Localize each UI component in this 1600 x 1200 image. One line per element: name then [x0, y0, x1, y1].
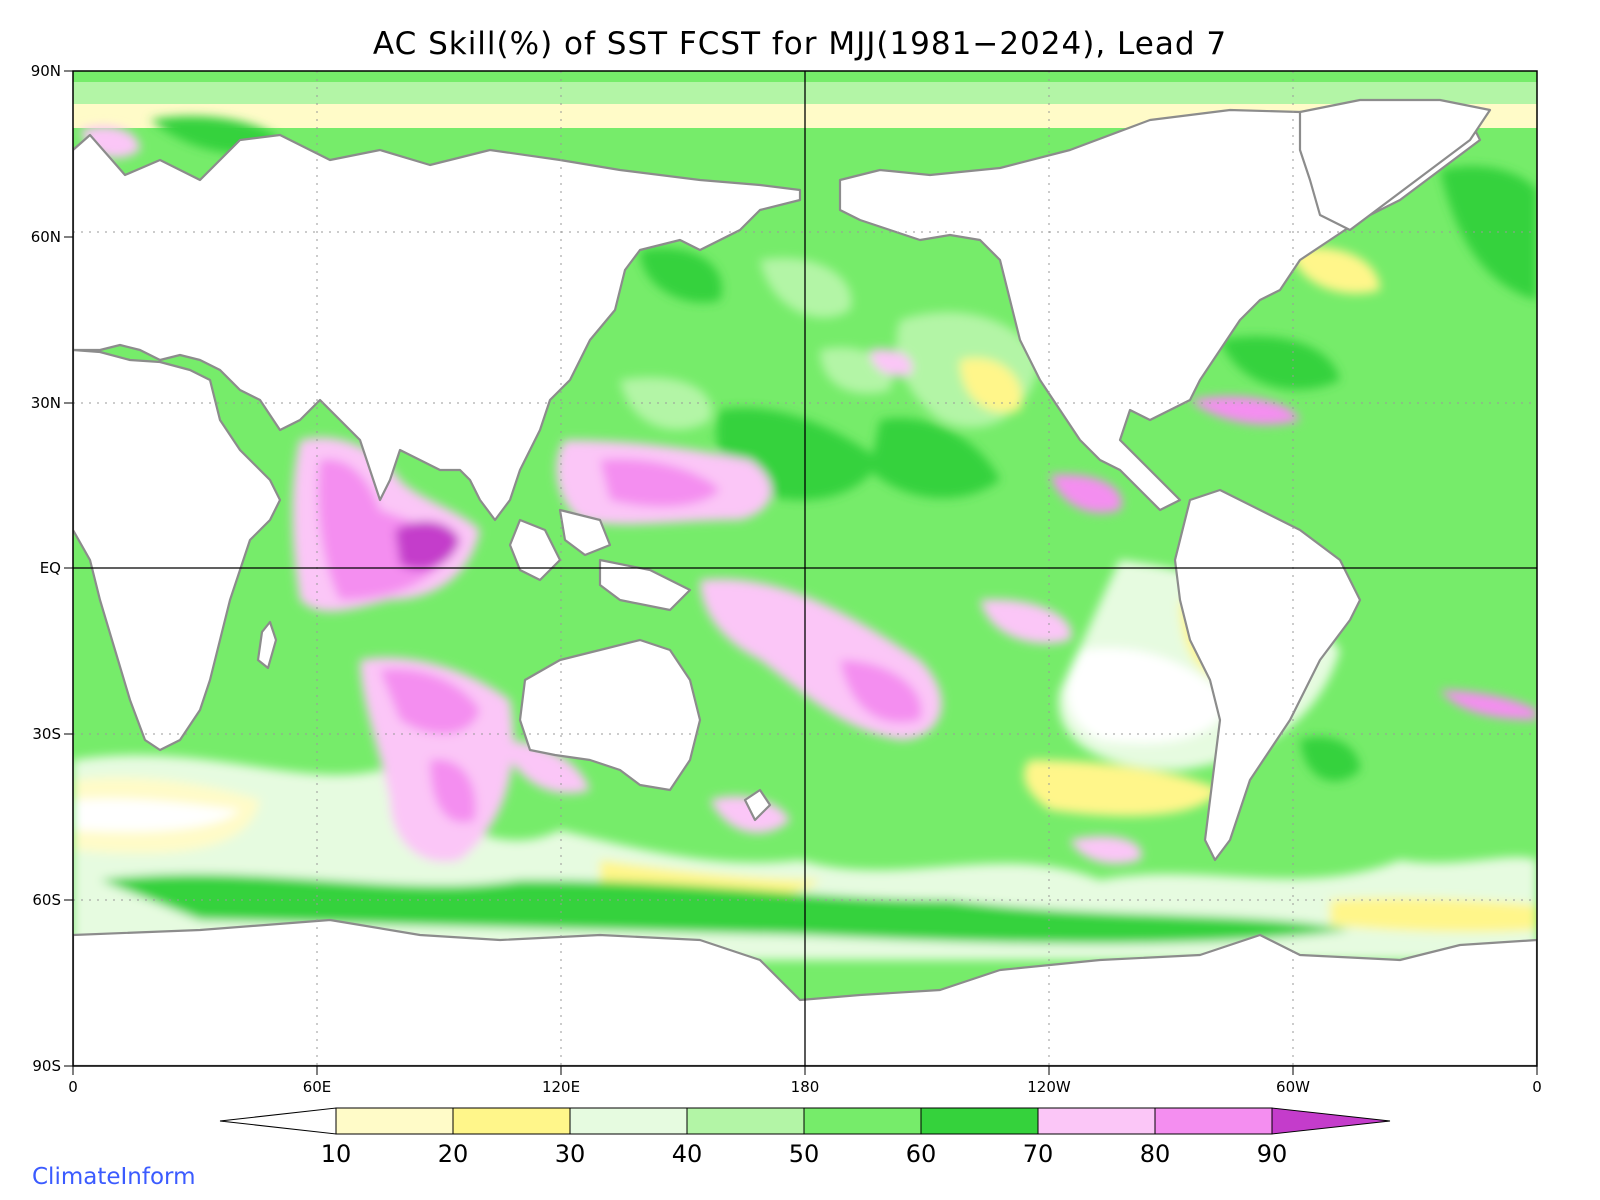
colorbar-label-20: 20 [438, 1140, 469, 1168]
colorbar-label-40: 40 [672, 1140, 703, 1168]
colorbar-swatch-50-60 [803, 1107, 922, 1135]
lon-axis: 0 60E 120E 180 120W 60W 0 [68, 1066, 1542, 1096]
colorbar-swatch-10-20 [335, 1107, 454, 1135]
colorbar-label-50: 50 [789, 1140, 820, 1168]
colorbar-swatch-lt10 [219, 1107, 337, 1135]
lon-label-120w: 120W [1027, 1078, 1071, 1096]
lat-label-60n: 60N [31, 228, 61, 246]
lat-label-eq: EQ [40, 559, 61, 577]
lat-label-90s: 90S [32, 1057, 61, 1075]
colorbar-swatch-20-30 [452, 1107, 571, 1135]
colorbar-swatch-80-90 [1154, 1107, 1273, 1135]
colorbar-label-30: 30 [555, 1140, 586, 1168]
lat-label-60s: 60S [32, 891, 61, 909]
lon-label-60e: 60E [303, 1078, 332, 1096]
colorbar-swatch-gt90 [1271, 1107, 1391, 1135]
colorbar-label-90: 90 [1257, 1140, 1288, 1168]
lon-label-0: 0 [68, 1078, 78, 1096]
colorbar-swatch-70-80 [1037, 1107, 1156, 1135]
land-masses [73, 98, 1537, 1066]
colorbar: 10 20 30 40 50 60 70 80 90 [219, 1107, 1391, 1168]
lat-label-90n: 90N [31, 62, 61, 80]
lon-label-120e: 120E [542, 1078, 580, 1096]
lat-label-30n: 30N [31, 394, 61, 412]
map-title: AC Skill(%) of SST FCST for MJJ(1981−202… [372, 26, 1228, 62]
lon-label-60w: 60W [1276, 1078, 1310, 1096]
colorbar-label-60: 60 [906, 1140, 937, 1168]
skill-field [73, 71, 1537, 1066]
colorbar-label-10: 10 [321, 1140, 352, 1168]
colorbar-label-70: 70 [1023, 1140, 1054, 1168]
colorbar-label-80: 80 [1140, 1140, 1171, 1168]
colorbar-swatch-40-50 [686, 1107, 805, 1135]
colorbar-swatch-30-40 [569, 1107, 688, 1135]
credit-text: ClimateInform [32, 1164, 196, 1190]
colorbar-swatch-60-70 [920, 1107, 1039, 1135]
lon-label-0-east: 0 [1532, 1078, 1542, 1096]
lat-axis: 90N 60N 30N EQ 30S 60S 90S [31, 62, 73, 1075]
lat-label-30s: 30S [32, 725, 61, 743]
lon-label-180: 180 [791, 1078, 820, 1096]
